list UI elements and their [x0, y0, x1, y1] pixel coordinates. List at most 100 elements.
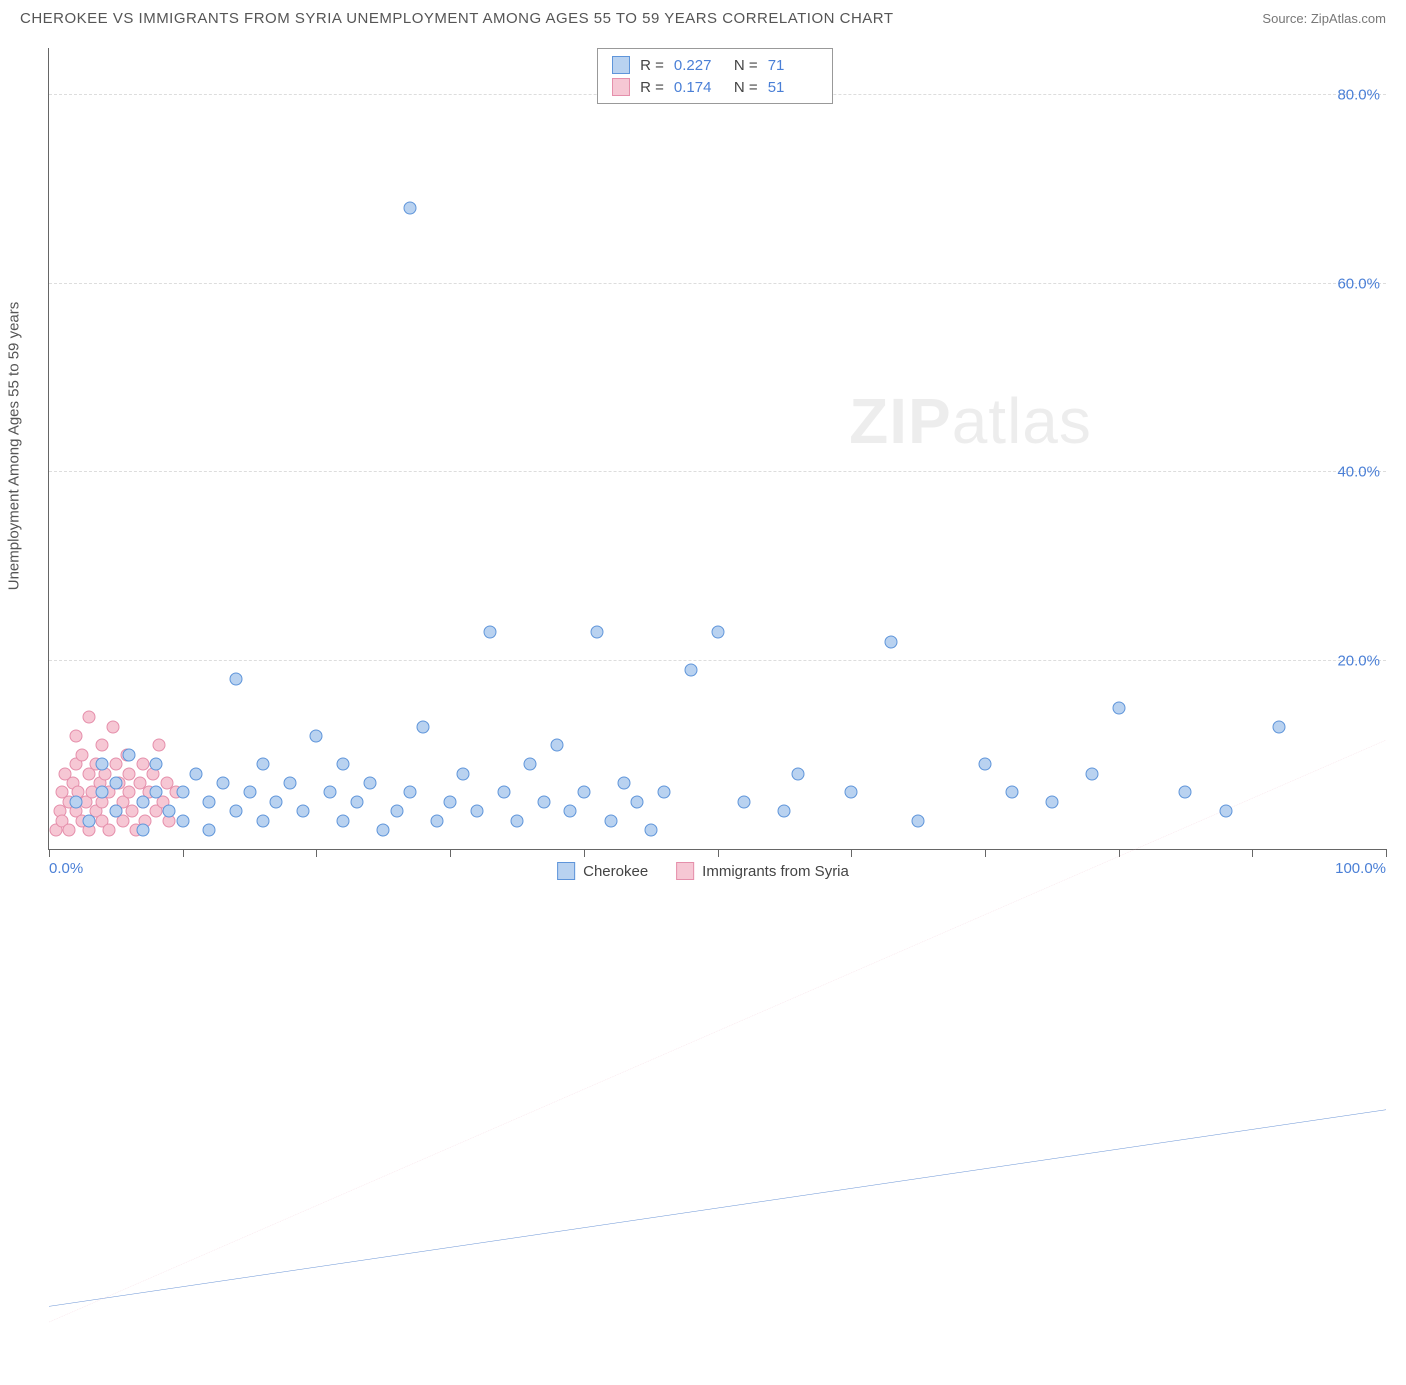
data-point [69, 729, 82, 742]
data-point [524, 758, 537, 771]
chart-title: CHEROKEE VS IMMIGRANTS FROM SYRIA UNEMPL… [20, 10, 894, 27]
data-point [430, 814, 443, 827]
data-point [658, 786, 671, 799]
data-point [337, 814, 350, 827]
r-label: R = [640, 79, 664, 96]
n-label: N = [734, 57, 758, 74]
data-point [1273, 720, 1286, 733]
legend-stat-row: R = 0.174 N = 51 [612, 76, 818, 98]
x-tick [851, 849, 852, 857]
data-point [149, 758, 162, 771]
data-point [123, 748, 136, 761]
chart-header: CHEROKEE VS IMMIGRANTS FROM SYRIA UNEMPL… [0, 0, 1406, 33]
legend-bottom: Cherokee Immigrants from Syria [557, 862, 849, 880]
data-point [283, 777, 296, 790]
data-point [109, 805, 122, 818]
data-point [149, 786, 162, 799]
data-point [845, 786, 858, 799]
data-point [256, 758, 269, 771]
n-value: 71 [768, 57, 818, 74]
y-axis-label: Unemployment Among Ages 55 to 59 years [6, 302, 23, 591]
data-point [885, 635, 898, 648]
x-tick [183, 849, 184, 857]
data-point [363, 777, 376, 790]
legend-swatch [612, 56, 630, 74]
data-point [1219, 805, 1232, 818]
data-point [216, 777, 229, 790]
source-attribution: Source: ZipAtlas.com [1262, 11, 1386, 26]
data-point [109, 777, 122, 790]
data-point [457, 767, 470, 780]
data-point [152, 739, 165, 752]
data-point [644, 824, 657, 837]
data-point [96, 739, 109, 752]
data-point [310, 729, 323, 742]
data-point [270, 795, 283, 808]
legend-label: Immigrants from Syria [702, 863, 849, 880]
data-point [551, 739, 564, 752]
data-point [1005, 786, 1018, 799]
x-tick [718, 849, 719, 857]
legend-swatch [676, 862, 694, 880]
gridline [49, 283, 1386, 284]
data-point [390, 805, 403, 818]
data-point [497, 786, 510, 799]
data-point [109, 758, 122, 771]
r-value: 0.227 [674, 57, 724, 74]
data-point [350, 795, 363, 808]
legend-item: Immigrants from Syria [676, 862, 849, 880]
data-point [510, 814, 523, 827]
plot-canvas: 20.0%40.0%60.0%80.0%0.0%100.0% [49, 48, 1386, 849]
data-point [163, 805, 176, 818]
data-point [631, 795, 644, 808]
legend-item: Cherokee [557, 862, 648, 880]
legend-stats-box: R = 0.227 N = 71 R = 0.174 N = 51 [597, 48, 833, 104]
y-tick-label: 80.0% [1337, 87, 1380, 104]
data-point [403, 202, 416, 215]
data-point [125, 805, 138, 818]
data-point [738, 795, 751, 808]
data-point [484, 626, 497, 639]
n-value: 51 [768, 79, 818, 96]
x-tick [985, 849, 986, 857]
data-point [190, 767, 203, 780]
source-link[interactable]: ZipAtlas.com [1311, 11, 1386, 26]
data-point [778, 805, 791, 818]
trend-line [49, 740, 1386, 1322]
x-tick [49, 849, 50, 857]
data-point [83, 814, 96, 827]
gridline [49, 471, 1386, 472]
data-point [537, 795, 550, 808]
data-point [203, 795, 216, 808]
data-point [203, 824, 216, 837]
legend-swatch [557, 862, 575, 880]
data-point [617, 777, 630, 790]
r-value: 0.174 [674, 79, 724, 96]
data-point [377, 824, 390, 837]
x-tick [316, 849, 317, 857]
data-point [1085, 767, 1098, 780]
x-tick [450, 849, 451, 857]
data-point [323, 786, 336, 799]
data-point [176, 814, 189, 827]
data-point [230, 805, 243, 818]
data-point [417, 720, 430, 733]
data-point [577, 786, 590, 799]
legend-label: Cherokee [583, 863, 648, 880]
data-point [1112, 701, 1125, 714]
chart-plot-area: 20.0%40.0%60.0%80.0%0.0%100.0% ZIPatlas … [48, 48, 1386, 850]
data-point [912, 814, 925, 827]
source-label: Source: [1262, 11, 1307, 26]
data-point [83, 711, 96, 724]
n-label: N = [734, 79, 758, 96]
data-point [230, 673, 243, 686]
y-tick-label: 40.0% [1337, 464, 1380, 481]
data-point [1179, 786, 1192, 799]
data-point [591, 626, 604, 639]
data-point [403, 786, 416, 799]
data-point [176, 786, 189, 799]
data-point [96, 786, 109, 799]
legend-stat-row: R =0.227N =71 [612, 54, 818, 76]
data-point [791, 767, 804, 780]
data-point [297, 805, 310, 818]
